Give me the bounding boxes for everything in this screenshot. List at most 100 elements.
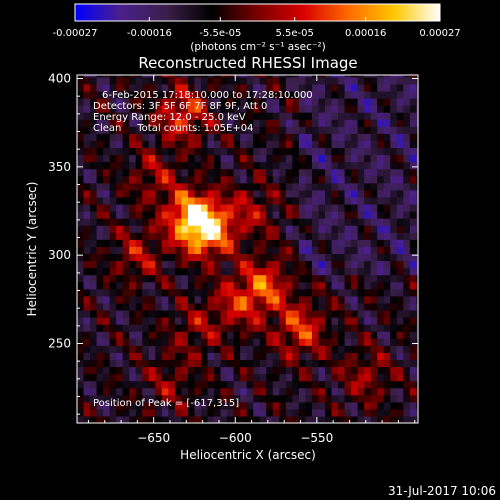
heatmap-cell bbox=[135, 295, 143, 304]
heatmap-cell bbox=[227, 90, 235, 99]
heatmap-cell bbox=[259, 366, 267, 375]
heatmap-cell bbox=[142, 274, 150, 283]
heatmap-cell bbox=[331, 225, 339, 233]
heatmap-cell bbox=[351, 408, 359, 417]
heatmap-cell bbox=[142, 366, 150, 375]
heatmap-cell bbox=[396, 232, 404, 240]
heatmap-cell bbox=[227, 76, 235, 85]
heatmap-cell bbox=[253, 75, 261, 78]
heatmap-cell bbox=[331, 76, 339, 85]
heatmap-cell bbox=[220, 338, 228, 346]
heatmap-cell bbox=[214, 253, 222, 262]
heatmap-cell bbox=[383, 295, 391, 304]
heatmap-cell bbox=[240, 288, 248, 297]
heatmap-cell bbox=[96, 83, 104, 92]
heatmap-cell bbox=[298, 126, 307, 134]
heatmap-cell bbox=[305, 394, 313, 403]
heatmap-cell bbox=[318, 359, 326, 368]
heatmap-cell bbox=[370, 331, 378, 339]
heatmap-cell bbox=[364, 105, 372, 113]
heatmap-cell bbox=[135, 359, 143, 368]
heatmap-cell bbox=[155, 387, 163, 396]
heatmap-cell bbox=[174, 387, 183, 396]
heatmap-cell bbox=[364, 211, 372, 219]
heatmap-cell bbox=[383, 345, 391, 353]
heatmap-cell bbox=[201, 394, 209, 403]
heatmap-cell bbox=[90, 415, 98, 423]
heatmap-cell bbox=[187, 246, 196, 255]
heatmap-cell bbox=[181, 260, 189, 269]
heatmap-cell bbox=[318, 380, 326, 389]
heatmap-cell bbox=[409, 182, 417, 191]
heatmap-cell bbox=[272, 90, 280, 99]
heatmap-cell bbox=[129, 309, 137, 318]
heatmap-cell bbox=[96, 246, 104, 255]
heatmap-cell bbox=[409, 133, 417, 141]
heatmap-cell bbox=[181, 218, 189, 226]
heatmap-cell bbox=[298, 105, 307, 113]
heatmap-cell bbox=[279, 338, 287, 346]
heatmap-cell bbox=[325, 352, 333, 361]
heatmap-cell bbox=[233, 90, 241, 99]
heatmap-cell bbox=[207, 112, 215, 120]
heatmap-cell bbox=[142, 112, 150, 120]
heatmap-cell bbox=[142, 401, 150, 410]
heatmap-cell bbox=[370, 408, 378, 417]
heatmap-cell bbox=[103, 154, 111, 163]
heatmap-cell bbox=[344, 373, 352, 382]
heatmap-cell bbox=[357, 338, 365, 346]
heatmap-cell bbox=[409, 331, 417, 339]
heatmap-cell bbox=[96, 253, 104, 262]
heatmap-cell bbox=[142, 345, 150, 353]
heatmap-cell bbox=[325, 239, 333, 247]
heatmap-cell bbox=[370, 394, 378, 403]
heatmap-cell bbox=[116, 267, 124, 276]
heatmap-cell bbox=[77, 140, 85, 149]
heatmap-cell bbox=[181, 415, 189, 423]
heatmap-cell bbox=[214, 394, 222, 403]
heatmap-cell bbox=[116, 352, 124, 361]
heatmap-cell bbox=[122, 225, 130, 233]
heatmap-cell bbox=[220, 189, 228, 198]
heatmap-cell bbox=[416, 112, 418, 120]
heatmap-cell bbox=[83, 90, 91, 99]
heatmap-cell bbox=[357, 366, 365, 375]
heatmap-cell bbox=[142, 97, 150, 106]
heatmap-cell bbox=[227, 345, 235, 353]
heatmap-cell bbox=[109, 408, 117, 417]
heatmap-cell bbox=[253, 133, 261, 141]
heatmap-cell bbox=[142, 196, 150, 205]
heatmap-cell bbox=[325, 211, 333, 219]
heatmap-cell bbox=[311, 401, 320, 410]
heatmap-cell bbox=[246, 324, 254, 332]
heatmap-cell bbox=[201, 119, 209, 127]
heatmap-cell bbox=[214, 324, 222, 332]
heatmap-cell bbox=[351, 359, 359, 368]
heatmap-cell bbox=[233, 168, 241, 177]
heatmap-cell bbox=[233, 161, 241, 170]
heatmap-cell bbox=[253, 260, 261, 269]
heatmap-cell bbox=[129, 415, 137, 423]
heatmap-cell bbox=[181, 408, 189, 417]
heatmap-cell bbox=[187, 324, 196, 332]
heatmap-cell bbox=[331, 359, 339, 368]
heatmap-cell bbox=[135, 76, 143, 85]
heatmap-cell bbox=[285, 161, 293, 170]
heatmap-cell bbox=[155, 161, 163, 170]
heatmap-cell bbox=[187, 105, 196, 113]
heatmap-cell bbox=[325, 189, 333, 198]
heatmap-cell bbox=[96, 133, 104, 141]
heatmap-cell bbox=[396, 147, 404, 156]
heatmap-cell bbox=[318, 274, 326, 283]
heatmap-cell bbox=[96, 309, 104, 318]
heatmap-cell bbox=[103, 338, 111, 346]
heatmap-cell bbox=[214, 387, 222, 396]
heatmap-cell bbox=[318, 253, 326, 262]
heatmap-cell bbox=[311, 239, 320, 247]
heatmap-cell bbox=[357, 239, 365, 247]
heatmap-cell bbox=[338, 387, 346, 396]
heatmap-cell bbox=[311, 225, 320, 233]
heatmap-cell bbox=[103, 246, 111, 255]
heatmap-cell bbox=[168, 140, 176, 149]
heatmap-cell bbox=[207, 83, 215, 92]
